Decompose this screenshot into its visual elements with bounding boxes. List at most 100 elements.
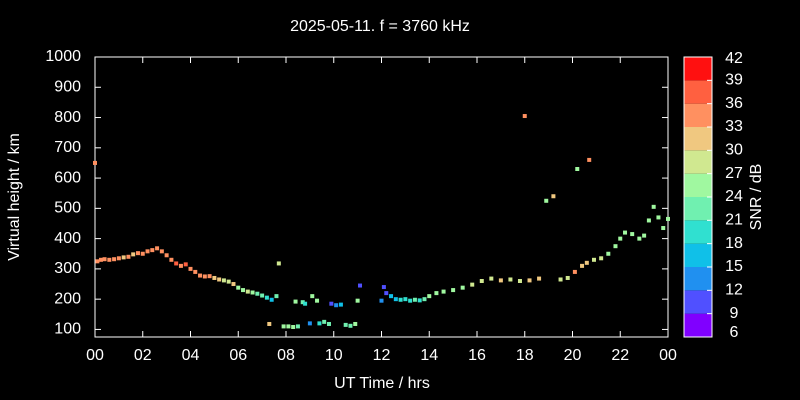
y-axis-label: Virtual height / km — [6, 133, 23, 261]
data-point — [522, 114, 527, 119]
colorbar-label: SNR / dB — [748, 164, 765, 231]
colorbar-tick-label: 21 — [725, 212, 743, 229]
data-point — [348, 323, 353, 328]
data-point — [666, 216, 670, 221]
colorbar-segment — [684, 220, 712, 244]
data-point — [164, 253, 169, 258]
data-point — [269, 297, 274, 302]
colorbar-segment — [684, 197, 712, 221]
y-tick-label: 300 — [54, 260, 81, 277]
data-point — [587, 157, 592, 162]
data-point — [193, 269, 198, 274]
x-tick-label: 10 — [325, 347, 343, 364]
data-point — [198, 273, 203, 278]
data-point — [379, 298, 384, 303]
colorbar-tick-label: 33 — [725, 118, 743, 135]
data-point — [202, 274, 207, 279]
data-point — [334, 303, 339, 308]
y-tick-label: 100 — [54, 321, 81, 338]
data-point — [169, 257, 174, 262]
data-point — [544, 198, 549, 203]
data-point — [537, 276, 542, 281]
data-point — [267, 321, 272, 326]
data-point — [226, 279, 231, 284]
data-point — [389, 294, 394, 299]
colorbar-tick-label: 18 — [725, 235, 743, 252]
data-point — [291, 325, 296, 330]
data-point — [116, 256, 121, 261]
data-point — [315, 298, 320, 303]
data-point — [264, 295, 269, 300]
x-tick-label: 04 — [182, 347, 200, 364]
colorbar-tick-label: 12 — [725, 282, 743, 299]
data-point — [274, 294, 279, 299]
data-point — [451, 288, 456, 293]
data-point — [580, 263, 585, 268]
data-point — [599, 256, 604, 261]
data-point — [102, 257, 107, 262]
x-tick-label: 22 — [611, 347, 629, 364]
colorbar-segment — [684, 173, 712, 197]
data-point — [584, 260, 589, 265]
data-point — [384, 291, 389, 296]
data-point — [498, 278, 503, 283]
y-tick-label: 500 — [54, 200, 81, 217]
data-point — [255, 291, 260, 296]
data-point — [276, 261, 281, 266]
data-point — [98, 257, 103, 262]
data-point — [95, 259, 100, 264]
data-point — [630, 232, 635, 237]
data-point — [591, 257, 596, 262]
colorbar-segment — [684, 313, 712, 337]
data-point — [422, 297, 427, 302]
data-point — [434, 291, 439, 296]
data-point — [618, 236, 623, 241]
data-point — [651, 204, 656, 209]
colorbar-segment — [684, 57, 712, 81]
data-point — [286, 324, 291, 329]
chart-title: 2025-05-11. f = 3760 kHz — [290, 18, 470, 35]
data-point — [159, 249, 164, 254]
colorbar-tick-label: 9 — [730, 305, 739, 322]
data-point — [565, 275, 570, 280]
data-point — [329, 301, 334, 306]
y-tick-label: 900 — [54, 78, 81, 95]
data-point — [281, 324, 286, 329]
x-tick-label: 14 — [420, 347, 438, 364]
data-point — [131, 252, 136, 257]
data-point — [245, 289, 250, 294]
data-point — [107, 257, 112, 262]
data-point — [231, 282, 236, 287]
data-point — [417, 298, 422, 303]
x-tick-label: 20 — [564, 347, 582, 364]
data-point — [355, 298, 360, 303]
data-point — [408, 298, 413, 303]
data-point — [212, 275, 217, 280]
data-point — [260, 293, 265, 298]
data-point — [300, 300, 305, 305]
data-point — [470, 282, 475, 287]
data-point — [145, 249, 150, 254]
data-point — [606, 251, 611, 256]
colorbar-tick-label: 30 — [725, 142, 743, 159]
data-point — [646, 218, 651, 223]
data-point — [661, 226, 666, 231]
data-point — [112, 257, 117, 262]
x-tick-label: 00 — [659, 347, 677, 364]
data-point — [135, 251, 140, 256]
y-tick-label: 200 — [54, 290, 81, 307]
data-point — [221, 278, 226, 283]
colorbar-tick-label: 15 — [725, 258, 743, 275]
colorbar-segment — [684, 127, 712, 151]
data-point — [343, 322, 348, 327]
data-point — [307, 321, 312, 326]
colorbar-tick-label: 6 — [730, 324, 739, 341]
data-point — [121, 255, 126, 260]
data-point — [637, 236, 642, 241]
colorbar-segment — [684, 103, 712, 127]
x-tick-label: 02 — [134, 347, 152, 364]
data-point — [93, 160, 97, 165]
y-tick-label: 700 — [54, 139, 81, 156]
